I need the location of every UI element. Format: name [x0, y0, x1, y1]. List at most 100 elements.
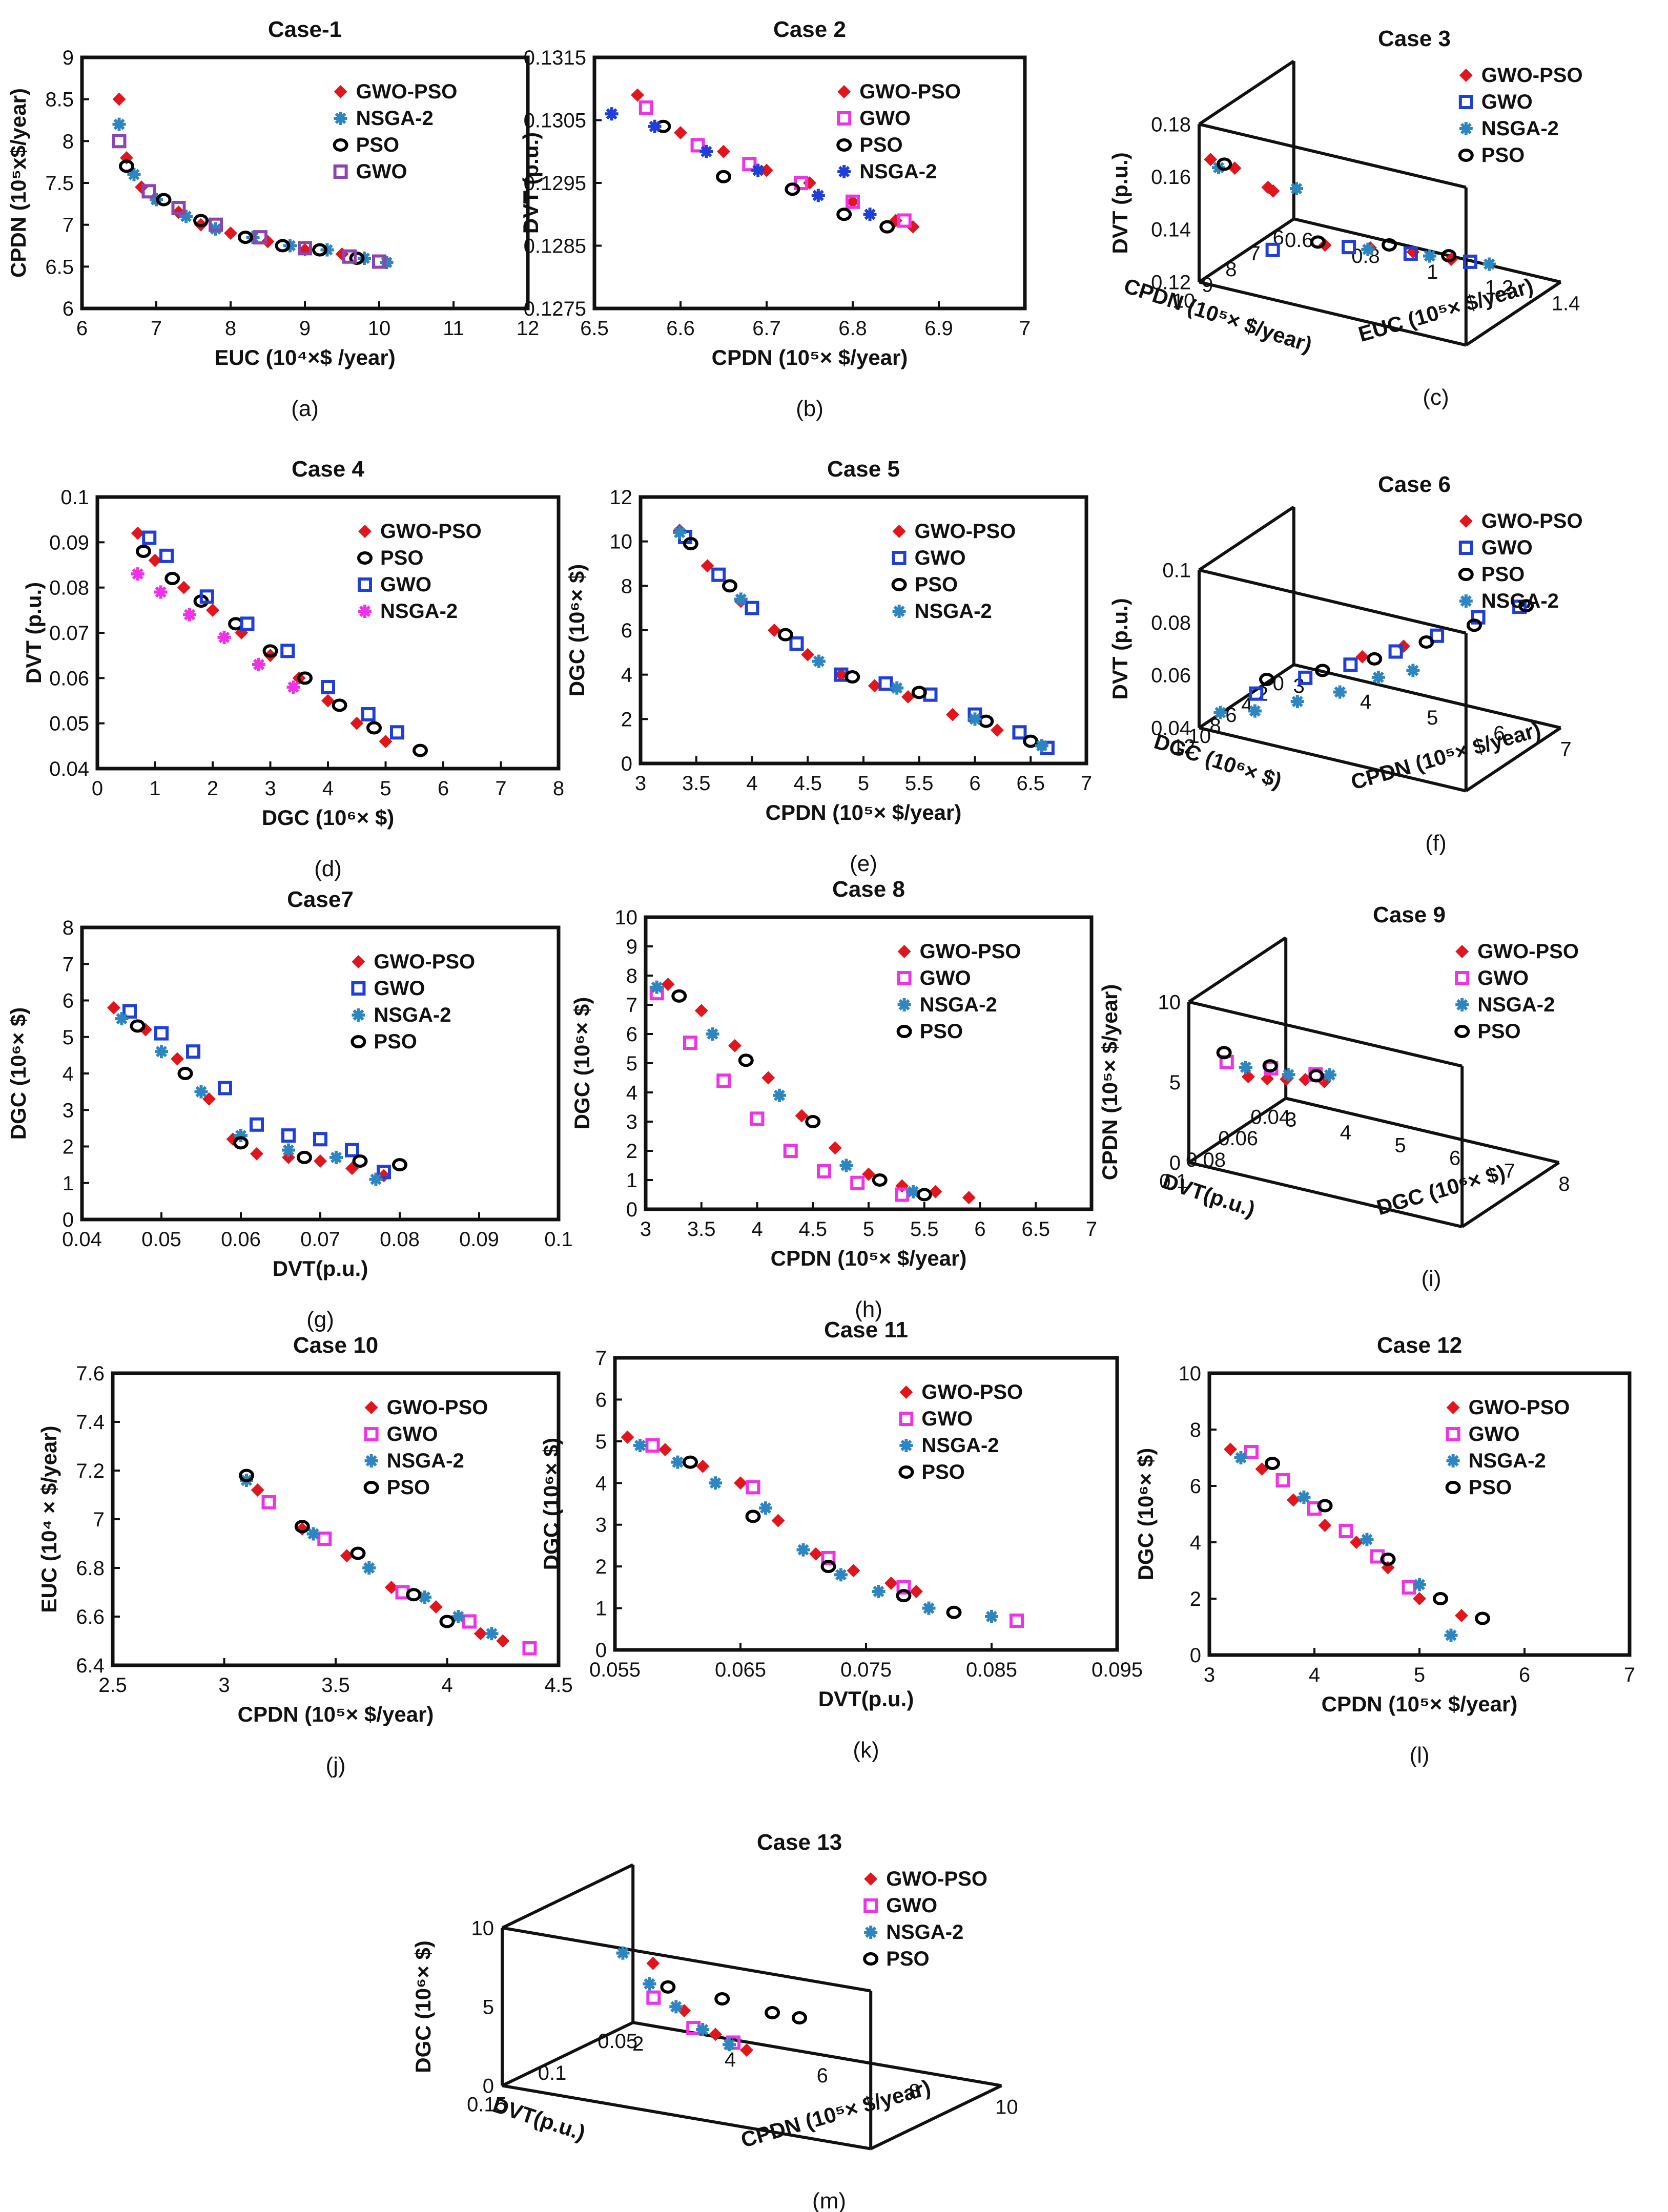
data-point: [1297, 1491, 1311, 1504]
data-point: [238, 231, 253, 244]
z-tick-label: 0.06: [1151, 665, 1191, 687]
legend-entry: NSGA-2: [356, 107, 434, 130]
plot-frame: [95, 495, 561, 771]
data-point: [722, 579, 737, 593]
y-tick-label: 8: [1209, 714, 1221, 737]
z-tick-label: 0.04: [1151, 717, 1191, 739]
series-nsga-2: [650, 980, 920, 1198]
y-tick-label: 12: [610, 486, 633, 509]
x-tick-label: 6.5: [1021, 1218, 1050, 1241]
z-tick-label: 5: [1169, 1071, 1181, 1094]
data-point: [240, 616, 255, 631]
data-point: [1266, 184, 1280, 198]
panel-g: Case7 0.04 0.05 0.06 0.07 0.08 0.09 0.1 0 1 2 3 4 5 6 7…: [6, 887, 573, 1332]
data-point: [406, 1588, 422, 1602]
y-tick-label: 7: [595, 1347, 607, 1370]
data-point: [1333, 685, 1347, 699]
z-tick-label: 0.16: [1151, 166, 1191, 189]
series-gwo-pso: [251, 1483, 510, 1648]
x-tick-label: 9: [299, 317, 311, 340]
data-point: [1265, 1457, 1280, 1470]
data-point: [728, 1039, 742, 1052]
data-point: [194, 1085, 208, 1099]
data-point: [716, 170, 731, 183]
y-axis-label: DGC (10⁶× $): [6, 1007, 30, 1140]
z-tick-label: 0.14: [1151, 219, 1191, 241]
data-point: [142, 530, 157, 545]
data-point: [845, 670, 860, 684]
x-tick-label: 7: [1560, 738, 1571, 760]
x-tick-label: 5: [1394, 1134, 1406, 1157]
legend-marker: [898, 1465, 914, 1479]
data-point: [1035, 739, 1048, 753]
series-gwo: [645, 1438, 1024, 1628]
panel-h: Case 8 3 3.5 4 4.5 5 5.5 6 6.5 7 0 1 2 3 4 5 6 7 8 9 10 CPDN …: [570, 877, 1097, 1322]
x-tick-label: 5: [380, 777, 391, 800]
panel-c: Case 30.60.811.21.46789100.120.140.160.1…: [1108, 26, 1583, 410]
y-tick-label: 2: [626, 1140, 637, 1163]
z-axis-label: DGC (10⁶× $): [411, 1940, 435, 2073]
y-tick-label: 8: [626, 965, 637, 987]
data-point: [177, 1067, 193, 1080]
data-point: [605, 107, 619, 121]
data-point: [206, 603, 219, 617]
data-point: [673, 526, 687, 540]
legend-entry: PSO: [886, 1948, 929, 1970]
legend-entry: NSGA-2: [380, 600, 458, 623]
data-point: [916, 1188, 932, 1202]
legend-marker: [1458, 541, 1473, 555]
legend-marker: [1446, 1427, 1460, 1441]
data-point: [171, 1052, 184, 1066]
data-point: [674, 126, 687, 139]
y-axis-label: DGC (10⁶× $): [565, 564, 589, 697]
series-pso: [1259, 599, 1534, 686]
y-axis-label: DGC (10⁶× $): [1134, 1448, 1158, 1581]
legend-entry: PSO: [921, 1461, 964, 1483]
legend-entry: PSO: [915, 573, 958, 596]
z-tick-label: 0.08: [1151, 612, 1191, 634]
data-point: [349, 252, 365, 265]
y-tick-label: 10: [1172, 290, 1196, 312]
legend-marker: [358, 605, 372, 618]
y-tick-label: 2: [595, 1556, 607, 1578]
x-tick-label: 10: [995, 2096, 1018, 2118]
legend-marker: [899, 1412, 914, 1426]
legend-entry: GWO-PSO: [1481, 510, 1583, 532]
legend-entry: GWO-PSO: [374, 950, 475, 973]
series-gwo-pso: [631, 88, 920, 234]
data-point: [648, 119, 662, 133]
series-nsga-2: [131, 567, 300, 694]
x-axis-label: CPDN (10⁵× $/year): [1348, 717, 1543, 795]
data-point: [1413, 1592, 1426, 1605]
x-tick-label: 6: [1493, 722, 1505, 745]
data-point: [127, 168, 141, 181]
panel-title: Case 11: [824, 1317, 908, 1342]
data-point: [1482, 257, 1496, 271]
subfigure-label: (k): [853, 1738, 879, 1763]
data-point: [112, 92, 126, 106]
data-point: [313, 1132, 327, 1147]
plot-frame: [644, 915, 1094, 1211]
data-point: [496, 1634, 510, 1648]
subfigure-label: (j): [325, 1753, 345, 1778]
data-point: [1244, 1445, 1259, 1459]
legend-marker: [897, 998, 911, 1011]
data-point: [631, 88, 644, 102]
y-axis-label: DGC (10⁶× $): [1151, 729, 1285, 793]
legend-marker: [1459, 594, 1473, 608]
legend: GWO-PSO GWO NSGA-2 PSO: [1454, 940, 1579, 1043]
data-point: [122, 1004, 137, 1019]
data-point: [1290, 695, 1304, 709]
data-point: [298, 241, 312, 256]
x-tick-label: 6: [817, 2064, 828, 2087]
legend-entry: GWO-PSO: [356, 80, 458, 103]
x-tick-label: 1: [149, 777, 160, 800]
legend-entry: GWO-PSO: [921, 1381, 1023, 1403]
data-point: [1444, 1628, 1458, 1642]
data-point: [390, 725, 404, 740]
legend-marker: [837, 165, 851, 178]
data-point: [183, 608, 196, 622]
data-point: [332, 698, 347, 712]
x-axis-label: DVT(p.u.): [273, 1256, 368, 1280]
data-point: [1463, 254, 1477, 269]
